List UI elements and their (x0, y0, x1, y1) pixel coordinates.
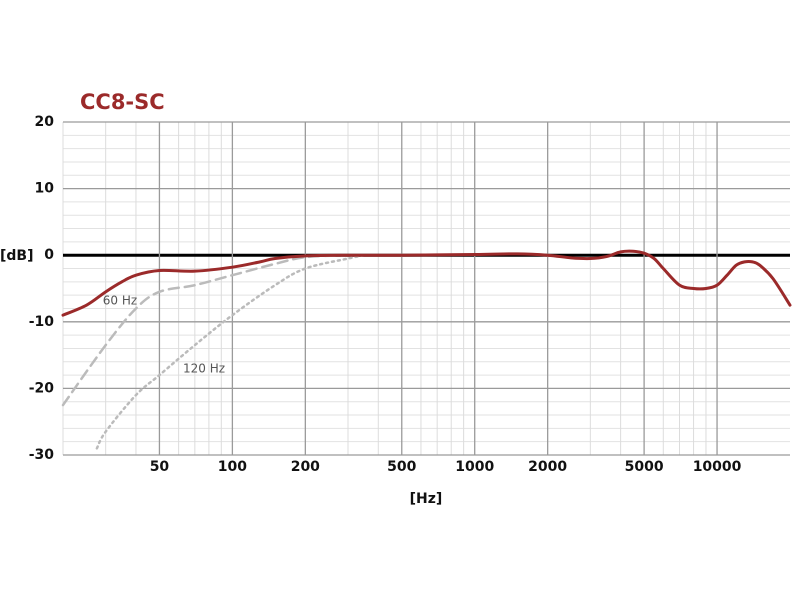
y-tick-label: 0 (44, 247, 54, 263)
series-line (95, 253, 366, 450)
x-tick-label: 10000 (693, 459, 742, 475)
y-tick-label: 10 (35, 181, 55, 197)
x-tick-label: 200 (291, 459, 320, 475)
y-tick-label: 20 (35, 114, 55, 130)
series-label: 120 Hz (183, 362, 225, 376)
x-tick-label: 50 (150, 459, 170, 475)
x-tick-label: 2000 (528, 459, 567, 475)
x-tick-label: 500 (387, 459, 416, 475)
x-tick-label: 1000 (455, 459, 494, 475)
series-line (61, 249, 792, 317)
series-line (61, 253, 350, 407)
x-tick-label: 5000 (625, 459, 664, 475)
y-tick-label: -30 (29, 447, 55, 463)
series-label: 60 Hz (103, 294, 137, 308)
y-tick-label: -20 (29, 380, 55, 396)
chart-title: CC8-SC (80, 90, 165, 114)
y-tick-label: -10 (29, 314, 55, 330)
x-axis-label: [Hz] (410, 491, 443, 507)
x-tick-label: 100 (218, 459, 247, 475)
y-axis-label: [dB] (0, 248, 34, 264)
